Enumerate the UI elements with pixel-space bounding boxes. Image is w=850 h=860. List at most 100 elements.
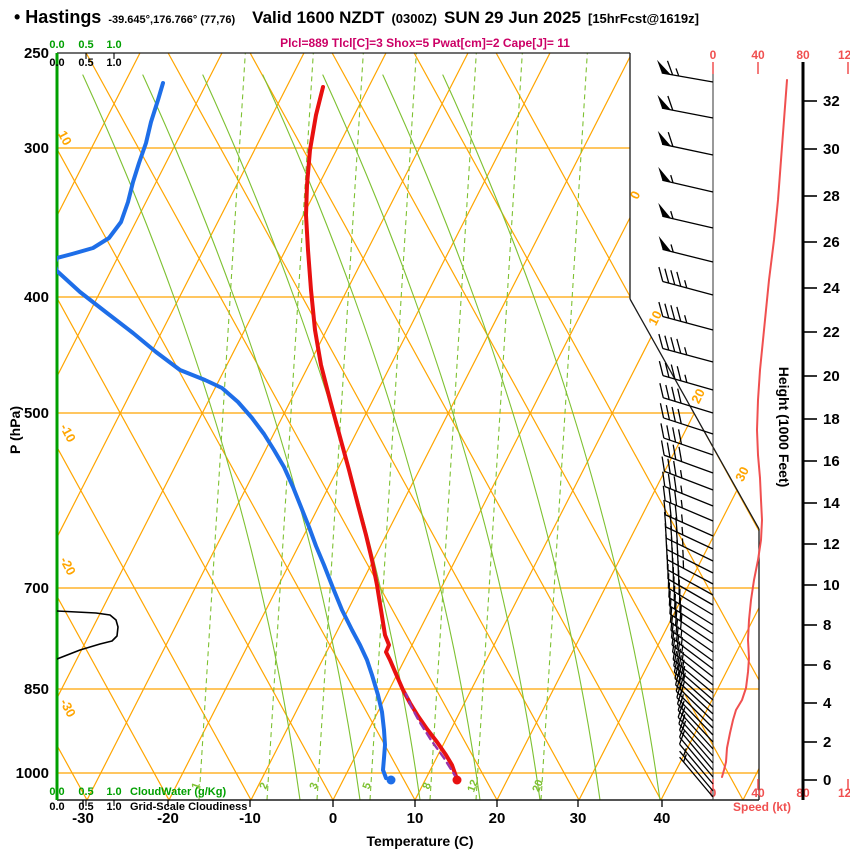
temp-tick-label: 20 bbox=[489, 810, 506, 827]
wind-barb-half-feather bbox=[684, 347, 688, 356]
wind-barb-feather bbox=[658, 333, 664, 349]
wind-barb-feather bbox=[676, 366, 682, 381]
cloudiness-scale-bottom: 0.0 bbox=[49, 801, 64, 813]
wind-barb-feather bbox=[675, 626, 679, 642]
wind-barb-feather bbox=[658, 266, 664, 282]
dry-adiabat-line bbox=[495, 53, 759, 800]
isotherm-label: 0 bbox=[627, 188, 644, 201]
moist-adiabat-line bbox=[322, 74, 541, 800]
pressure-tick-label: 500 bbox=[24, 405, 49, 422]
wind-barb-staff bbox=[662, 315, 714, 331]
wind-barb-half-feather bbox=[681, 514, 684, 523]
moist-adiabat-line bbox=[202, 74, 421, 800]
wind-barb-half-feather bbox=[681, 644, 684, 653]
wind-barb-half-feather bbox=[684, 315, 688, 324]
wind-barb-feather bbox=[678, 729, 686, 745]
speed-tick-label-bottom: 40 bbox=[751, 786, 765, 800]
height-tick-label: 26 bbox=[823, 234, 840, 251]
wind-barb-staff bbox=[663, 417, 714, 435]
wind-barb-half-feather bbox=[681, 652, 685, 661]
wind-barb-feather bbox=[664, 268, 670, 284]
wind-barb-staff bbox=[662, 347, 714, 363]
wind-barb-feather bbox=[664, 362, 670, 378]
cloudwater-scale-bottom: 0.5 bbox=[78, 786, 93, 798]
wind-barb-feather bbox=[678, 709, 685, 724]
isotherm-line bbox=[660, 53, 759, 800]
wind-barb-feather bbox=[659, 403, 665, 419]
mixing-ratio-line bbox=[266, 53, 314, 800]
wind-barb-half-feather bbox=[682, 748, 687, 757]
wind-barb-feather bbox=[674, 602, 677, 618]
cloudwater-scale-bottom: 1.0 bbox=[106, 786, 121, 798]
wind-barb-half-feather bbox=[682, 666, 686, 675]
wind-barb-staff bbox=[663, 437, 714, 456]
pressure-tick-label: 400 bbox=[24, 289, 49, 306]
mixing-ratio-line bbox=[429, 53, 477, 800]
wind-barb-feather bbox=[678, 589, 681, 605]
cloudiness-scale-top: 1.0 bbox=[106, 57, 121, 69]
isotherm-line bbox=[57, 53, 387, 800]
moist-adiabat-line bbox=[382, 74, 601, 800]
wind-barb-feather bbox=[671, 386, 676, 402]
wind-barb-staff bbox=[667, 569, 714, 596]
wind-barb-feather bbox=[674, 490, 678, 506]
isotherm-line bbox=[168, 53, 551, 800]
wind-barb-feather bbox=[671, 630, 675, 646]
speed-tick-label-top: 40 bbox=[751, 48, 765, 62]
wind-barb-feather bbox=[664, 303, 670, 319]
title-bar: • Hastings -39.645°,176.766° (77,76) Val… bbox=[14, 7, 699, 28]
speed-tick-label-top: 80 bbox=[796, 48, 810, 62]
cloudwater-scale-top: 0.5 bbox=[78, 39, 93, 51]
wind-barb-feather bbox=[664, 335, 670, 351]
wind-barb-feather bbox=[673, 585, 676, 601]
mixing-ratio-label: 12 bbox=[465, 778, 480, 794]
isotherm-line bbox=[496, 53, 759, 800]
background-grid bbox=[57, 53, 759, 800]
dry-adiabat-label: -20 bbox=[57, 554, 79, 578]
wind-barb-feather bbox=[678, 446, 683, 462]
wind-barb-feather bbox=[671, 637, 676, 653]
wind-barb-feather bbox=[668, 502, 672, 518]
mixing-ratio-label: 5 bbox=[360, 781, 373, 791]
cloudwater-scale-top: 1.0 bbox=[106, 39, 121, 51]
temp-tick-label: 10 bbox=[407, 810, 424, 827]
wind-barb-feather bbox=[667, 458, 671, 474]
mixing-ratio-label: 3 bbox=[307, 781, 320, 791]
wind-barb-feather bbox=[676, 689, 683, 705]
wind-barb-feather bbox=[674, 610, 678, 626]
wind-barb-staff bbox=[665, 514, 714, 537]
mixing-ratio-label: 1 bbox=[189, 781, 202, 791]
height-tick-label: 6 bbox=[823, 657, 831, 674]
height-tick-label: 8 bbox=[823, 617, 831, 634]
wind-barbs bbox=[657, 59, 714, 798]
pressure-tick-label: 1000 bbox=[16, 765, 49, 782]
wind-barb-feather bbox=[673, 594, 677, 610]
wind-barb-feather bbox=[666, 425, 671, 441]
station-coords: -39.645°,176.766° (77,76) bbox=[108, 14, 236, 26]
height-tick-label: 16 bbox=[823, 453, 840, 470]
wind-barb-feather bbox=[679, 597, 682, 613]
parcel-path-curve bbox=[404, 692, 459, 781]
wind-barb-feather bbox=[673, 657, 679, 673]
wind-barb-staff bbox=[662, 280, 714, 296]
isotherm-line bbox=[250, 53, 633, 800]
wind-barb-feather bbox=[673, 651, 678, 667]
speed-tick-label-top: 0 bbox=[710, 48, 717, 62]
wind-barb-feather bbox=[665, 384, 670, 400]
wind-barb-staff bbox=[664, 470, 714, 491]
wind-barb-feather bbox=[670, 305, 676, 320]
dry-adiabat-label: -30 bbox=[57, 696, 79, 720]
wind-barb-feather bbox=[677, 648, 682, 664]
wind-barb-feather bbox=[676, 682, 682, 698]
height-tick-label: 0 bbox=[823, 772, 831, 789]
height-tick-label: 18 bbox=[823, 411, 840, 428]
pressure-tick-label: 700 bbox=[24, 580, 49, 597]
wind-barb-staff bbox=[667, 578, 714, 606]
cloud-fraction-curve bbox=[57, 610, 119, 660]
wind-barb-half-feather bbox=[670, 174, 674, 183]
wind-barb-feather bbox=[670, 615, 674, 631]
isotherm-line bbox=[414, 53, 759, 800]
